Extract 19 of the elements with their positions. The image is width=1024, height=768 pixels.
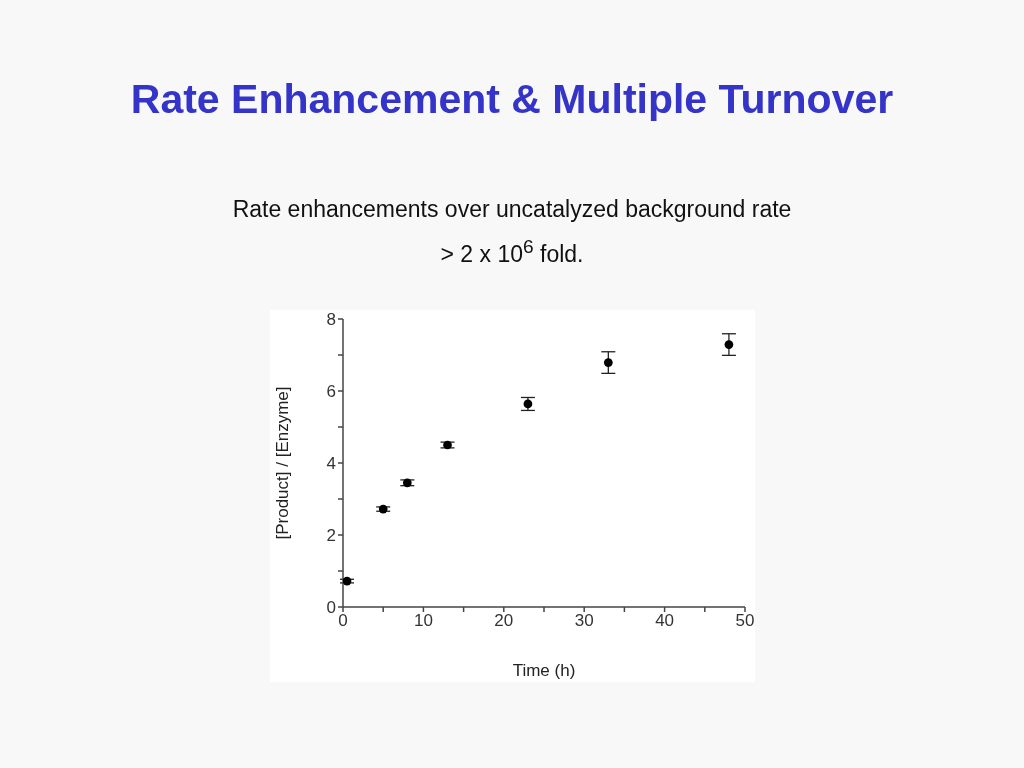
- x-axis-title: Time (h): [512, 661, 576, 680]
- point: [402, 478, 412, 488]
- y-tick-label: 6: [326, 382, 336, 402]
- chart-title: Rate Enhancement & Multiple Turnover: [129, 76, 895, 123]
- y-tick-label: 0: [326, 598, 336, 618]
- x-tick-label: 40: [655, 611, 675, 631]
- point: [724, 340, 734, 349]
- x-tick-label: 50: [735, 611, 755, 631]
- chart-subtitle: Rate enhancements over uncatalyzed background rate > 2 x 10$^{6}$ fold.: [231, 195, 793, 269]
- x-tick-label: 30: [574, 611, 594, 631]
- x-tick-label: 20: [494, 611, 514, 631]
- point: [378, 504, 388, 514]
- y-tick-label: 8: [326, 310, 336, 330]
- point: [343, 576, 352, 586]
- y-tick-label: 2: [326, 526, 336, 546]
- y-axis-title: [Product] / [Enzyme]: [273, 386, 293, 540]
- y-tick-label: 4: [326, 454, 336, 474]
- x-tick-label: 10: [413, 611, 433, 631]
- point: [603, 358, 613, 367]
